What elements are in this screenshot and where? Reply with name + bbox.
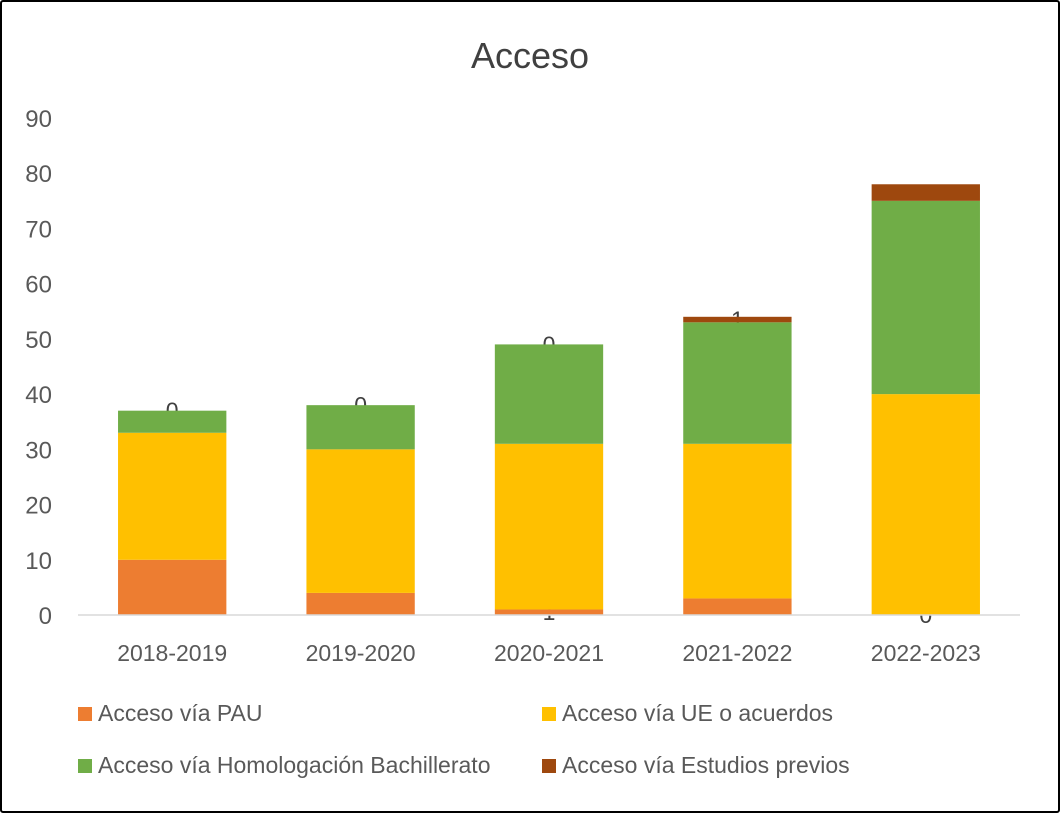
bar-segment (871, 200, 980, 395)
x-axis: 2018-2019 2019-2020 2020-2021 2021-2022 2022… (78, 614, 1020, 666)
y-tick-label: 20 (25, 493, 52, 520)
y-tick-label: 90 (25, 106, 52, 133)
bar-segment (306, 449, 415, 593)
legend-label: Acceso vía UE o acuerdos (562, 700, 833, 726)
bar-segment (306, 592, 415, 615)
y-tick-label: 10 (25, 548, 52, 575)
bars: 10234042680130180328221040353 (118, 180, 980, 628)
bar-segment (683, 598, 792, 615)
bar-segment (118, 432, 227, 560)
x-tick-label: 2020-2021 (494, 640, 604, 666)
y-tick-label: 50 (25, 327, 52, 354)
x-tick-label: 2018-2019 (117, 640, 227, 666)
y-tick-label: 60 (25, 272, 52, 299)
y-tick-label: 80 (25, 161, 52, 188)
legend-swatch (78, 707, 92, 721)
legend-label: Acceso vía Homologación Bachillerato (98, 752, 490, 778)
bar-segment (494, 344, 604, 444)
bar-segment (306, 405, 415, 450)
bar-segment (683, 316, 792, 323)
x-tick-label: 2022-2023 (871, 640, 981, 666)
bar-segment (494, 609, 604, 615)
bar-segment (118, 559, 227, 615)
y-tick-label: 70 (25, 216, 52, 243)
x-tick-label: 2021-2022 (682, 640, 792, 666)
y-tick-label: 40 (25, 382, 52, 409)
legend-swatch (542, 759, 556, 773)
legend-label: Acceso vía Estudios previos (562, 752, 850, 778)
legend-item: Acceso vía Estudios previos (542, 752, 850, 778)
bar-segment (494, 443, 604, 610)
bar-segment (118, 410, 227, 433)
legend-item: Acceso vía UE o acuerdos (542, 700, 833, 726)
legend-label: Acceso vía PAU (98, 700, 262, 726)
bar-segment (683, 322, 792, 444)
bar-segment (871, 184, 980, 201)
bar-segment (871, 394, 980, 615)
x-tick-label: 2019-2020 (306, 640, 416, 666)
legend-item: Acceso vía PAU (78, 700, 262, 726)
legend-item: Acceso vía Homologación Bachillerato (78, 752, 490, 778)
y-tick-label: 30 (25, 437, 52, 464)
legend: Acceso vía PAU Acceso vía UE o acuerdos Ac… (78, 700, 850, 778)
y-tick-label: 0 (39, 603, 52, 630)
chart-title: Acceso (471, 35, 589, 76)
y-axis: 0 10 20 30 40 50 60 70 80 90 (25, 106, 52, 630)
bar-segment (683, 443, 792, 599)
legend-swatch (78, 759, 92, 773)
legend-swatch (542, 707, 556, 721)
